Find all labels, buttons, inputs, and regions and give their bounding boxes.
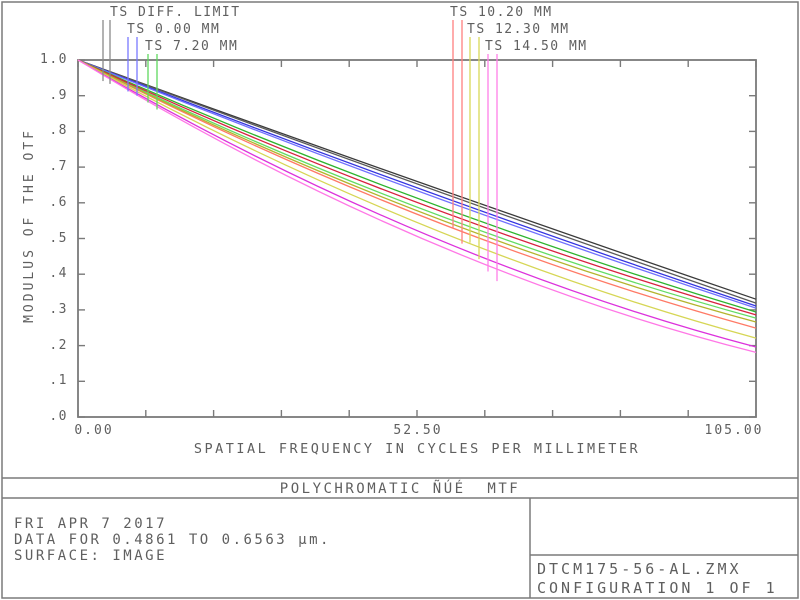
y-tick-label: .8 (49, 123, 68, 139)
y-tick-label: .7 (49, 159, 68, 175)
x-tick-label: 52.50 (393, 423, 443, 438)
mtf-curve-6-tangential (77, 59, 757, 316)
date-text: FRI APR 7 2017 (14, 516, 168, 532)
y-tick-label: .9 (49, 87, 68, 103)
mtf-curve-1-sagittal (77, 59, 757, 304)
y-tick-label: .3 (49, 301, 68, 317)
mtf-curve-0-tangential (77, 59, 757, 300)
y-tick-label: .1 (49, 373, 68, 389)
mtf-curve-2-tangential (77, 59, 757, 307)
y-axis-title: MODULUS OF THE OTF (22, 128, 37, 323)
configuration-text: CONFIGURATION 1 OF 1 (537, 579, 778, 597)
mtf-curve-11-sagittal (77, 59, 757, 354)
wavelength-range-text: DATA FOR 0.4861 TO 0.6563 µm. (14, 532, 331, 548)
surface-text: SURFACE: IMAGE (14, 548, 168, 564)
mtf-curve-9-sagittal (77, 59, 757, 339)
y-tick-label: .5 (49, 230, 68, 246)
x-tick-label: 0.00 (74, 423, 114, 438)
y-tick-label: .2 (49, 337, 68, 353)
y-tick-label: .4 (49, 266, 68, 282)
plot-title: POLYCHROMATIC ÑÚÉ MTF (279, 481, 521, 497)
legend-entry-label: TS 7.20 MM (145, 39, 239, 54)
y-tick-label: .6 (49, 194, 68, 210)
legend-entry-label: TS 0.00 MM (127, 22, 221, 37)
mtf-curve-8-tangential (77, 59, 757, 323)
x-axis-title: SPATIAL FREQUENCY IN CYCLES PER MILLIMET… (193, 441, 641, 457)
legend-entry-label: TS 12.30 MM (467, 22, 570, 37)
x-tick-label: 105.00 (704, 423, 764, 438)
y-tick-label: .0 (49, 409, 68, 424)
lens-file-name: DTCM175-56-AL.ZMX (537, 560, 742, 578)
mtf-curve-5-sagittal (77, 59, 757, 319)
mtf-curve-3-sagittal (77, 59, 757, 309)
legend-entry-label: TS DIFF. LIMIT (110, 5, 241, 20)
mtf-curve-4-tangential (77, 59, 757, 313)
mtf-curve-10-tangential (77, 59, 757, 348)
legend-entry-label: TS 14.50 MM (485, 39, 588, 54)
mtf-curve-7-sagittal (77, 59, 757, 329)
legend-entry-label: TS 10.20 MM (450, 5, 553, 20)
y-tick-label: 1.0 (40, 52, 68, 67)
